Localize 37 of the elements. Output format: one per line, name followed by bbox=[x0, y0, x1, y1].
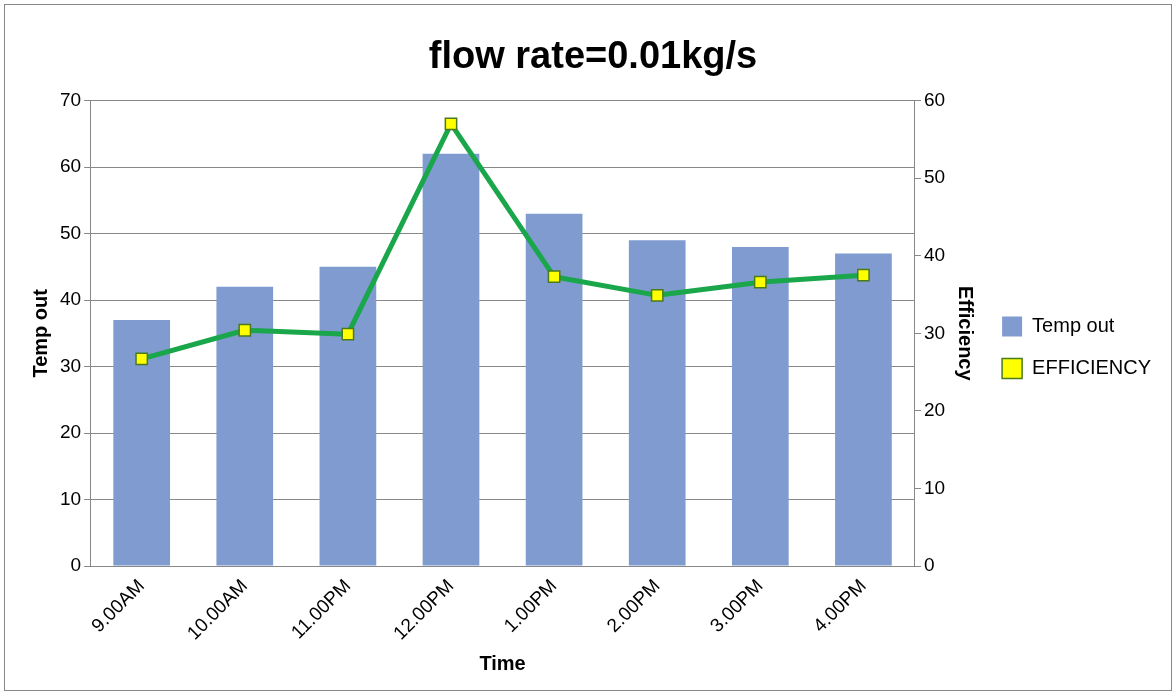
y-tick-label: 30 bbox=[59, 354, 82, 376]
point bbox=[238, 323, 252, 337]
y2-tick-label: 60 bbox=[923, 88, 946, 110]
y-tick-label: 20 bbox=[59, 421, 82, 443]
y2-tick-label: 20 bbox=[923, 399, 946, 421]
y-axis-title: Temp out bbox=[28, 288, 51, 378]
y-tick-label: 0 bbox=[70, 554, 82, 576]
point bbox=[650, 288, 664, 302]
point bbox=[753, 275, 767, 289]
bar bbox=[628, 240, 686, 566]
bar bbox=[731, 246, 789, 566]
y-tick-label: 50 bbox=[59, 221, 82, 243]
y2-axis-title: Efficiency bbox=[954, 286, 977, 382]
y-tick-label: 60 bbox=[59, 155, 82, 177]
point bbox=[135, 352, 149, 366]
y-tick-label: 10 bbox=[59, 487, 82, 509]
y2-tick-label: 30 bbox=[923, 321, 946, 343]
legend-label: Temp out bbox=[1032, 314, 1115, 337]
point bbox=[857, 268, 870, 282]
bar bbox=[525, 213, 583, 566]
y2-tick-label: 10 bbox=[923, 476, 946, 498]
x-axis-title: Time bbox=[479, 651, 526, 674]
y2-tick-label: 40 bbox=[923, 244, 946, 265]
legend-label: EFFICIENCY bbox=[1032, 356, 1152, 379]
bar bbox=[422, 153, 480, 566]
bar bbox=[319, 266, 377, 566]
y-tick-label: 70 bbox=[59, 88, 82, 110]
y2-tick-label: 50 bbox=[923, 166, 946, 188]
bar bbox=[216, 286, 274, 566]
point bbox=[547, 270, 561, 284]
chart-title: flow rate=0.01kg/s bbox=[428, 34, 758, 77]
y2-tick-label: 0 bbox=[923, 554, 935, 576]
y-tick-label: 40 bbox=[59, 288, 82, 310]
point bbox=[444, 117, 458, 131]
point bbox=[341, 327, 355, 341]
bar bbox=[113, 320, 171, 566]
bar bbox=[835, 253, 892, 566]
